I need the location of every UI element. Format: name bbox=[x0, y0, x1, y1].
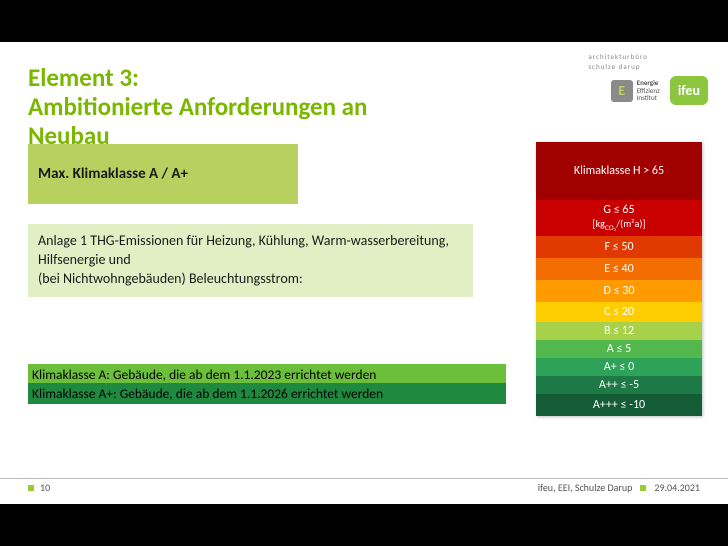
arch-line2: schulze darup bbox=[588, 62, 648, 72]
class-aplus-row: Klimaklasse A+: Gebäude, die ab dem 1.1.… bbox=[28, 383, 506, 404]
scale-row: B ≤ 12 bbox=[536, 322, 702, 340]
eei-text-block: Energie Effizienz Institut bbox=[637, 79, 660, 102]
title-line2: Ambitionierte Anforderungen an Neubau bbox=[28, 93, 448, 151]
footer-left: 10 bbox=[28, 481, 50, 494]
highlight-text: Max. Klimaklasse A / A+ bbox=[38, 165, 188, 183]
scale-sublabel: [kgCO₂/(m²a)] bbox=[593, 218, 646, 233]
logo-eei: E Energie Effizienz Institut bbox=[611, 79, 660, 102]
scale-row: A+++ ≤ -10 bbox=[536, 394, 702, 416]
slide: Element 3: Ambitionierte Anforderungen a… bbox=[0, 42, 728, 504]
scale-label: A++ ≤ -5 bbox=[599, 378, 639, 393]
scale-label: A+ ≤ 0 bbox=[604, 360, 634, 375]
page-number: 10 bbox=[40, 481, 50, 494]
body-text: Anlage 1 THG-Emissionen für Heizung, Küh… bbox=[38, 232, 449, 287]
logo-arch-block: architekturbüro schulze darup bbox=[588, 52, 648, 72]
scale-label: Klimaklasse H > 65 bbox=[574, 164, 664, 179]
scale-row: G ≤ 65[kgCO₂/(m²a)] bbox=[536, 200, 702, 236]
eei-icon: E bbox=[611, 80, 633, 102]
scale-label: A+++ ≤ -10 bbox=[593, 398, 645, 413]
footer-credit: ifeu, EEI, Schulze Darup bbox=[538, 481, 633, 494]
arch-line1: architekturbüro bbox=[588, 52, 648, 62]
ifeu-logo: ifeu bbox=[670, 76, 708, 105]
title-line1: Element 3: bbox=[28, 64, 448, 93]
class-a-row: Klimaklasse A: Gebäude, die ab dem 1.1.2… bbox=[28, 364, 506, 385]
title-block: Element 3: Ambitionierte Anforderungen a… bbox=[28, 64, 448, 150]
footer-date: 29.04.2021 bbox=[654, 481, 700, 494]
footer-dot-icon bbox=[640, 485, 646, 491]
klimaklasse-scale: Klimaklasse H > 65 G ≤ 65[kgCO₂/(m²a)] F ≤… bbox=[536, 142, 702, 416]
footer: 10 ifeu, EEI, Schulze Darup 29.04.2021 bbox=[0, 478, 728, 496]
footer-dot-icon bbox=[28, 485, 34, 491]
scale-row: F ≤ 50 bbox=[536, 236, 702, 258]
scale-row: D ≤ 30 bbox=[536, 280, 702, 302]
scale-label: G ≤ 65 bbox=[603, 203, 634, 218]
scale-row: C ≤ 20 bbox=[536, 302, 702, 322]
scale-row: A+ ≤ 0 bbox=[536, 358, 702, 376]
class-a-text: Klimaklasse A: Gebäude, die ab dem 1.1.2… bbox=[32, 366, 376, 383]
scale-row: E ≤ 40 bbox=[536, 258, 702, 280]
footer-right: ifeu, EEI, Schulze Darup 29.04.2021 bbox=[538, 481, 700, 494]
eei-line3: Institut bbox=[637, 94, 660, 102]
scale-label: B ≤ 12 bbox=[604, 324, 634, 339]
scale-label: D ≤ 30 bbox=[604, 284, 635, 299]
scale-label: F ≤ 50 bbox=[604, 240, 633, 255]
scale-label: A ≤ 5 bbox=[607, 342, 631, 357]
class-aplus-text: Klimaklasse A+: Gebäude, die ab dem 1.1.… bbox=[32, 385, 383, 402]
scale-row: Klimaklasse H > 65 bbox=[536, 142, 702, 200]
scale-label: E ≤ 40 bbox=[604, 262, 633, 277]
logo-area: architekturbüro schulze darup E Energie … bbox=[611, 58, 708, 105]
body-box: Anlage 1 THG-Emissionen für Heizung, Küh… bbox=[28, 224, 473, 297]
scale-row: A++ ≤ -5 bbox=[536, 376, 702, 394]
scale-row: A ≤ 5 bbox=[536, 340, 702, 358]
scale-label: C ≤ 20 bbox=[604, 305, 634, 320]
highlight-box: Max. Klimaklasse A / A+ bbox=[28, 144, 298, 204]
